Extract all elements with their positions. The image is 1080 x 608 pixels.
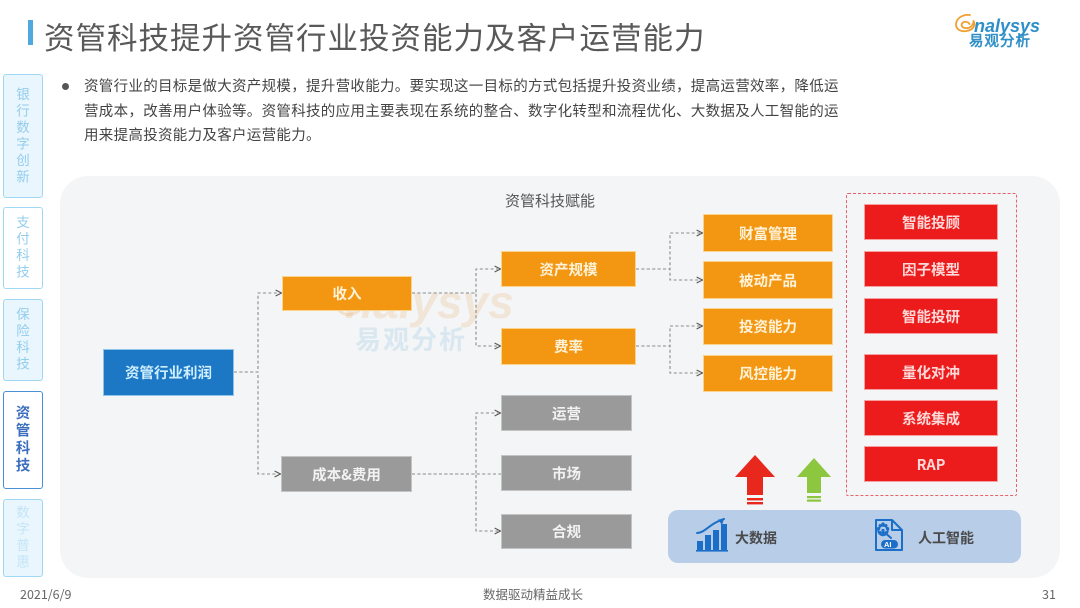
svg-text:AI: AI <box>884 540 892 549</box>
